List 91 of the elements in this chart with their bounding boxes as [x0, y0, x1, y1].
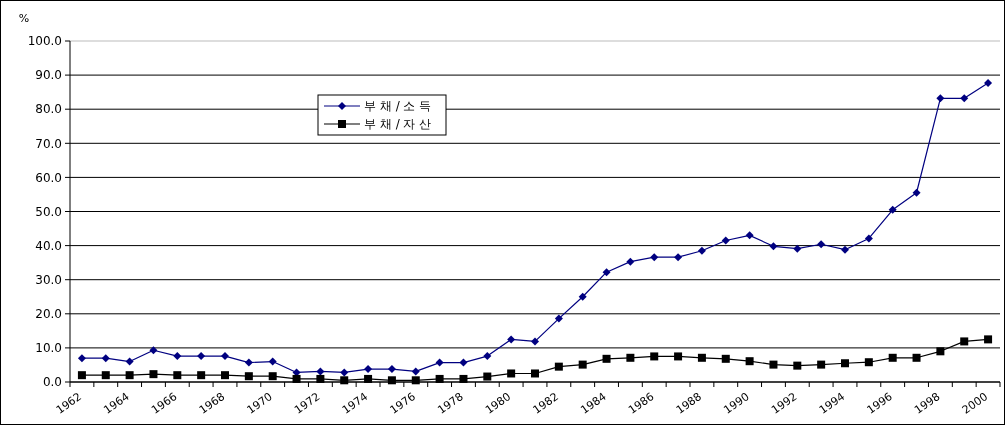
y-tick-label: 20.0 — [35, 307, 62, 321]
point — [77, 354, 86, 363]
y-tick-label: 60.0 — [35, 170, 62, 185]
y-tick-label: 0.0 — [42, 375, 62, 390]
point — [387, 376, 396, 385]
point — [745, 231, 754, 240]
point — [984, 335, 993, 344]
point — [483, 352, 492, 361]
point — [912, 188, 921, 197]
point — [221, 352, 229, 361]
y-tick-label: 40.0 — [35, 238, 62, 253]
point — [626, 353, 635, 362]
point — [769, 360, 778, 369]
point — [936, 347, 945, 356]
point — [650, 253, 659, 262]
point — [101, 354, 110, 363]
point — [817, 240, 826, 249]
point — [531, 369, 539, 378]
point — [602, 268, 611, 277]
point — [268, 357, 277, 366]
point — [793, 361, 802, 370]
point — [674, 253, 683, 262]
point — [507, 335, 516, 344]
point — [125, 357, 134, 366]
point — [364, 365, 373, 374]
point — [316, 374, 325, 383]
point — [244, 358, 253, 367]
point — [650, 352, 659, 361]
y-axis-title: % — [18, 12, 30, 25]
point — [841, 359, 849, 368]
point — [101, 371, 110, 380]
point — [578, 360, 587, 369]
point — [197, 352, 206, 361]
point — [912, 353, 921, 362]
y-tick-label: 10.0 — [35, 341, 62, 356]
point — [244, 372, 253, 381]
point — [268, 372, 277, 381]
point — [221, 371, 229, 380]
point — [697, 353, 706, 362]
point — [602, 354, 611, 363]
point — [459, 358, 468, 367]
point — [888, 353, 897, 362]
point — [316, 367, 325, 376]
point — [578, 292, 587, 301]
point — [554, 362, 563, 371]
y-tick-label: 30.0 — [35, 272, 62, 287]
point — [769, 242, 778, 251]
point — [626, 257, 635, 266]
point — [745, 357, 754, 366]
point — [674, 352, 683, 361]
point — [411, 376, 420, 385]
y-tick-label: 70.0 — [35, 136, 62, 151]
point — [554, 314, 563, 323]
point — [292, 374, 301, 383]
point — [793, 244, 802, 253]
point — [387, 365, 396, 374]
point — [697, 246, 706, 255]
point — [364, 374, 373, 383]
point — [531, 337, 539, 346]
point — [149, 346, 158, 355]
point — [77, 371, 86, 380]
point — [960, 94, 969, 103]
point — [411, 367, 420, 376]
y-tick-label: 50.0 — [35, 204, 62, 219]
point — [864, 358, 873, 367]
point — [721, 236, 730, 245]
point — [173, 352, 182, 361]
point — [888, 205, 897, 214]
point — [435, 358, 444, 367]
legend-label: 부 채 / 자 산 — [364, 117, 432, 132]
point — [864, 234, 873, 243]
point — [125, 371, 134, 380]
point — [507, 369, 516, 378]
point — [936, 94, 945, 103]
point — [817, 360, 826, 369]
point — [149, 370, 158, 379]
point — [841, 245, 849, 254]
point — [984, 78, 993, 87]
point — [435, 374, 444, 383]
point — [459, 374, 468, 383]
y-tick-label: 90.0 — [35, 68, 62, 83]
point — [340, 376, 349, 385]
point — [483, 372, 492, 381]
point — [197, 371, 206, 380]
y-tick-label: 100.0 — [27, 34, 62, 49]
point — [960, 337, 969, 346]
point — [721, 354, 730, 363]
legend-label: 부 채 / 소 득 — [364, 99, 432, 114]
y-tick-label: 80.0 — [35, 102, 62, 117]
point — [173, 371, 182, 380]
point — [340, 368, 349, 377]
